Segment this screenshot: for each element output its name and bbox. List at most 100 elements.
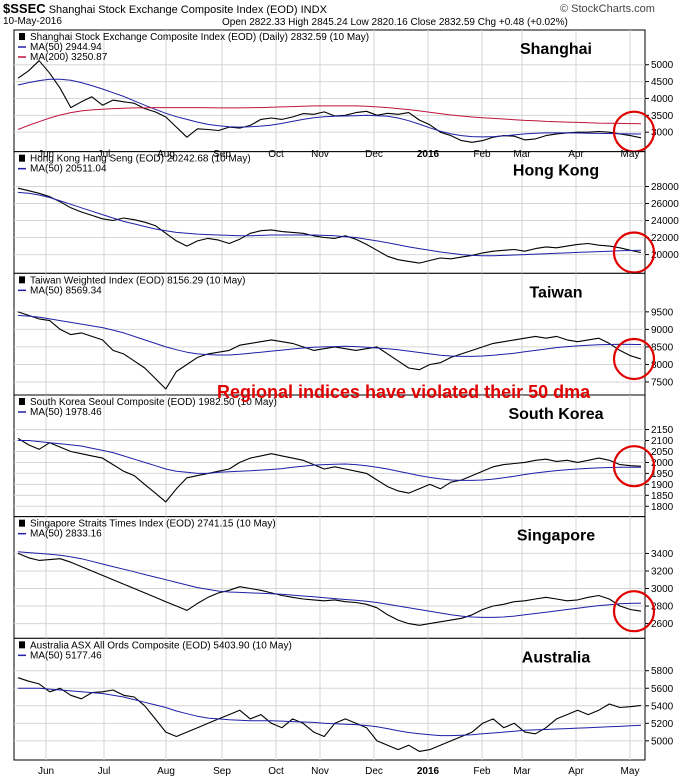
panel-5-ytick-1: 5200 [651,719,674,730]
panel-0-ytick-2: 4000 [651,94,674,105]
panel-4-frame [13,516,646,639]
panel-5-series-ma50 [18,687,642,737]
panel-1-legend-1: MA(50) 20511.04 [30,164,107,175]
panel-4-legend-0: Singapore Straits Times Index (EOD) 2741… [30,519,276,530]
panel-4-ytick-1: 2800 [651,602,674,613]
panel-0-frame [13,29,646,153]
xtick-top-11: May [621,149,640,160]
panel-3-ytick-0: 1800 [651,502,674,513]
panel-1-frame [13,151,646,274]
panel-2-ytick-3: 9000 [651,325,674,336]
xtick-top-9: Mar [513,149,531,160]
xtick-bottom-1: Jul [98,766,111,777]
panel-3-title: South Korea [508,406,603,423]
panel-2-ytick-0: 7500 [651,377,674,388]
panel-3-ytick-7: 2150 [651,425,674,436]
panel-5-ytick-3: 5600 [651,684,674,695]
panel-0-legend-0: Shanghai Stock Exchange Composite Index … [30,32,369,43]
panel-0-series-ma50 [17,78,642,138]
panel-3-series-ma50 [18,440,641,481]
panel-0-legend-2: MA(200) 3250.87 [30,52,108,63]
panel-0-ytick-0: 3000 [651,128,674,139]
panel-3-ytick-3: 1950 [651,469,674,480]
panel-3-legend-0: South Korea Seoul Composite (EOD) 1982.5… [30,397,277,408]
header-exchange: INDX [300,4,327,16]
header-symbol-line: $SSEC Shanghai Stock Exchange Composite … [3,1,327,16]
panel-3-legend-1: MA(50) 1978.46 [30,407,102,418]
panel-5-ytick-4: 5800 [651,666,674,677]
xtick-bottom-8: Feb [473,766,491,777]
panel-4-legend-1: MA(50) 2833.16 [30,529,102,540]
xtick-bottom-5: Nov [311,766,329,777]
panel-4-ytick-4: 3400 [651,549,674,560]
xtick-bottom-11: May [621,766,640,777]
panel-3-ytick-1: 1850 [651,491,674,502]
xtick-top-3: Sep [213,149,231,160]
panel-0-title: Shanghai [520,41,592,58]
xtick-bottom-10: Apr [568,766,584,777]
panel-5-ytick-0: 5000 [651,736,674,747]
panel-0-series-price [17,60,642,143]
panel-5-title: Australia [522,649,591,666]
panel-1-series-ma50 [17,191,642,257]
xtick-bottom-6: Dec [365,766,383,777]
header-symbol: $SSEC [3,1,46,16]
panel-2-legend-1: MA(50) 8569.34 [30,285,102,296]
panel-2-ytick-4: 9500 [651,307,674,318]
panel-1-highlight-circle [612,231,656,274]
xtick-bottom-4: Oct [268,766,284,777]
panel-2-series-price [17,311,642,390]
panel-2-title: Taiwan [529,284,582,301]
panel-1-ytick-3: 26000 [651,199,679,210]
panel-2-legend-swatch-0 [19,276,25,284]
panel-4-legend-swatch-0 [19,519,25,527]
panel-5-legend-0: Australia ASX All Ords Composite (EOD) 5… [30,640,292,651]
panel-1-ytick-4: 28000 [651,182,679,193]
panel-3-series-price [17,437,642,503]
xtick-bottom-9: Mar [513,766,531,777]
panel-1-ytick-0: 20000 [651,250,679,261]
panel-5-series-price [17,677,642,752]
header-date: 10-May-2016 [3,16,62,27]
panel-0-legend-swatch-0 [19,33,25,40]
panel-3-legend-swatch-0 [19,398,25,405]
panel-2-ytick-1: 8000 [651,360,674,371]
xtick-top-1: Jul [98,149,111,160]
xtick-top-10: Apr [568,149,584,160]
panel-1-title: Hong Kong [513,163,599,180]
panel-3-ytick-6: 2100 [651,436,674,447]
panel-4-ytick-2: 3000 [651,584,674,595]
panel-0-ytick-3: 4500 [651,77,674,88]
xtick-bottom-2: Aug [157,766,175,777]
xtick-top-4: Oct [268,149,284,160]
panel-0-ytick-4: 5000 [651,60,674,71]
panel-1-ytick-1: 22000 [651,233,679,244]
watermark: © StockCharts.com [560,3,655,15]
panel-3-ytick-5: 2050 [651,447,674,458]
xtick-bottom-7: 2016 [417,766,440,777]
xtick-bottom-3: Sep [213,766,231,777]
panel-2-series-ma50 [17,314,642,357]
panel-0-series-ma200 [17,105,642,130]
panel-3-highlight-circle [612,445,656,488]
xtick-top-2: Aug [157,149,175,160]
panel-5-legend-swatch-0 [19,641,25,649]
panel-5-ytick-2: 5400 [651,701,674,712]
panel-5-frame [13,637,646,761]
panel-4-ytick-3: 3200 [651,566,674,577]
panel-1-legend-0: Hong Kong Hang Seng (EOD) 20242.68 (10 M… [30,154,251,165]
panel-5-legend-1: MA(50) 5177.46 [30,650,102,661]
header-ohlc: Open 2822.33 High 2845.24 Low 2820.16 Cl… [222,17,568,28]
xtick-bottom-0: Jun [38,766,54,777]
panel-4-series-ma50 [17,551,642,618]
panel-4-series-price [17,552,642,626]
panel-2-ytick-2: 8500 [651,342,674,353]
xtick-top-6: Dec [365,149,383,160]
xtick-top-5: Nov [311,149,329,160]
xtick-top-0: Jun [38,149,54,160]
panel-1-series-price [17,187,642,264]
panel-1-legend-swatch-0 [19,154,25,162]
panel-4-title: Singapore [517,528,595,545]
panel-4-ytick-0: 2600 [651,619,674,630]
